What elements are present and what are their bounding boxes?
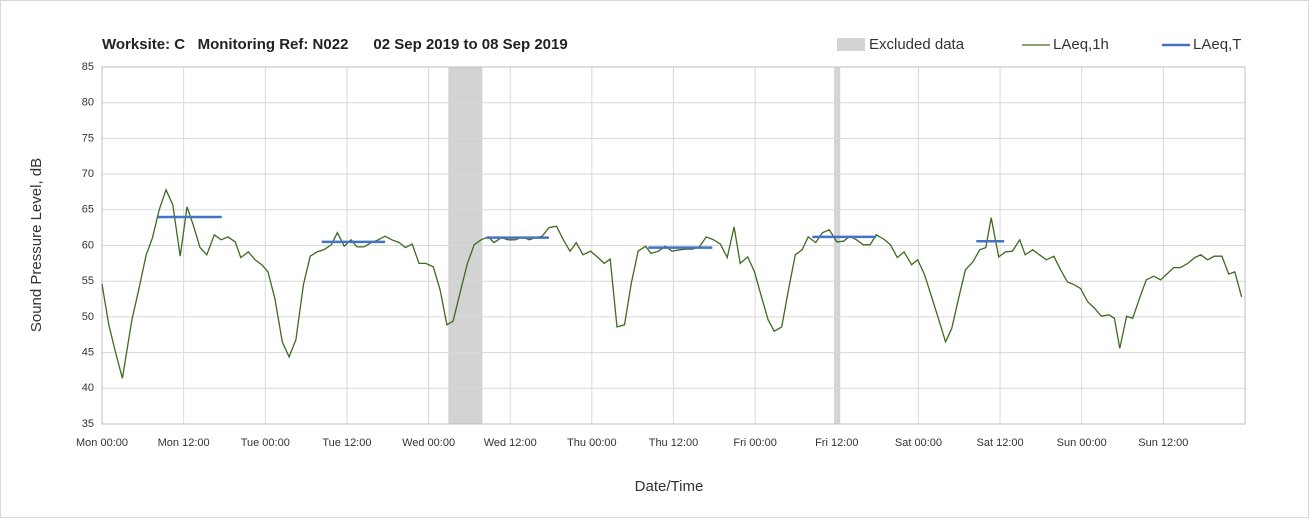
legend-label: Excluded data [869,36,965,53]
x-tick-label: Fri 12:00 [815,437,858,449]
y-tick-label: 55 [82,275,94,287]
x-tick-label: Sat 12:00 [977,437,1024,449]
x-tick-label: Tue 12:00 [322,437,371,449]
y-tick-label: 75 [82,132,94,144]
legend-label: LAeq,1h [1053,36,1109,53]
x-tick-label: Thu 00:00 [567,437,617,449]
y-axis-title: Sound Pressure Level, dB [28,158,45,332]
y-tick-label: 50 [82,311,94,323]
y-tick-label: 80 [82,97,94,109]
y-tick-label: 65 [82,204,94,216]
y-tick-label: 35 [82,418,94,430]
x-tick-label: Wed 12:00 [484,437,537,449]
y-tick-label: 70 [82,168,94,180]
x-tick-label: Sun 00:00 [1057,437,1107,449]
x-tick-label: Sat 00:00 [895,437,942,449]
legend-label: LAeq,T [1193,36,1241,53]
legend-swatch [837,38,865,51]
x-tick-label: Thu 12:00 [649,437,699,449]
x-axis-title: Date/Time [635,478,704,495]
x-tick-label: Mon 12:00 [158,437,210,449]
x-tick-label: Tue 00:00 [241,437,290,449]
y-tick-label: 40 [82,382,94,394]
x-tick-label: Fri 00:00 [733,437,776,449]
x-tick-label: Sun 12:00 [1138,437,1188,449]
x-tick-label: Mon 00:00 [76,437,128,449]
x-tick-label: Wed 00:00 [402,437,455,449]
chart-title: Worksite: C Monitoring Ref: N022 02 Sep … [102,36,568,53]
y-tick-label: 45 [82,347,94,359]
legend: Excluded data LAeq,1h LAeq,T [837,36,1241,53]
plot-frame [101,66,1246,425]
y-tick-label: 60 [82,239,94,251]
y-tick-label: 85 [82,61,94,73]
line [101,188,1243,379]
